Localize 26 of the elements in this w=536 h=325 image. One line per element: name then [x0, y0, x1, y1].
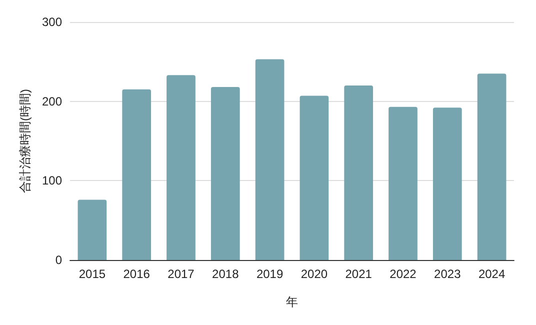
x-tick-label: 2018 [212, 267, 240, 281]
bar [210, 87, 240, 260]
bar [122, 89, 152, 260]
x-tick-label: 2019 [256, 267, 284, 281]
bar [78, 200, 107, 260]
x-tick-label: 2016 [123, 267, 150, 281]
x-tick-label: 2022 [390, 267, 417, 281]
y-tick-label: 0 [55, 253, 62, 267]
x-tick-label: 2024 [478, 267, 506, 281]
x-tick-label: 2017 [168, 267, 195, 281]
x-axis-title: 年 [286, 295, 298, 309]
y-tick-label: 300 [42, 15, 62, 29]
x-tick-label: 2021 [345, 267, 372, 281]
bar [432, 108, 462, 260]
bar [300, 96, 329, 260]
bar [166, 75, 196, 260]
y-tick-label: 100 [42, 174, 62, 188]
x-tick-label: 2015 [78, 267, 106, 281]
x-tick-label: 2023 [434, 267, 462, 281]
y-axis-title: 合計治療時間(時間) [18, 89, 32, 193]
bar [477, 74, 506, 260]
bar [344, 85, 374, 260]
bar [255, 59, 284, 260]
y-tick-label: 200 [42, 94, 62, 108]
x-tick-label: 2020 [300, 267, 328, 281]
bar [388, 106, 418, 260]
